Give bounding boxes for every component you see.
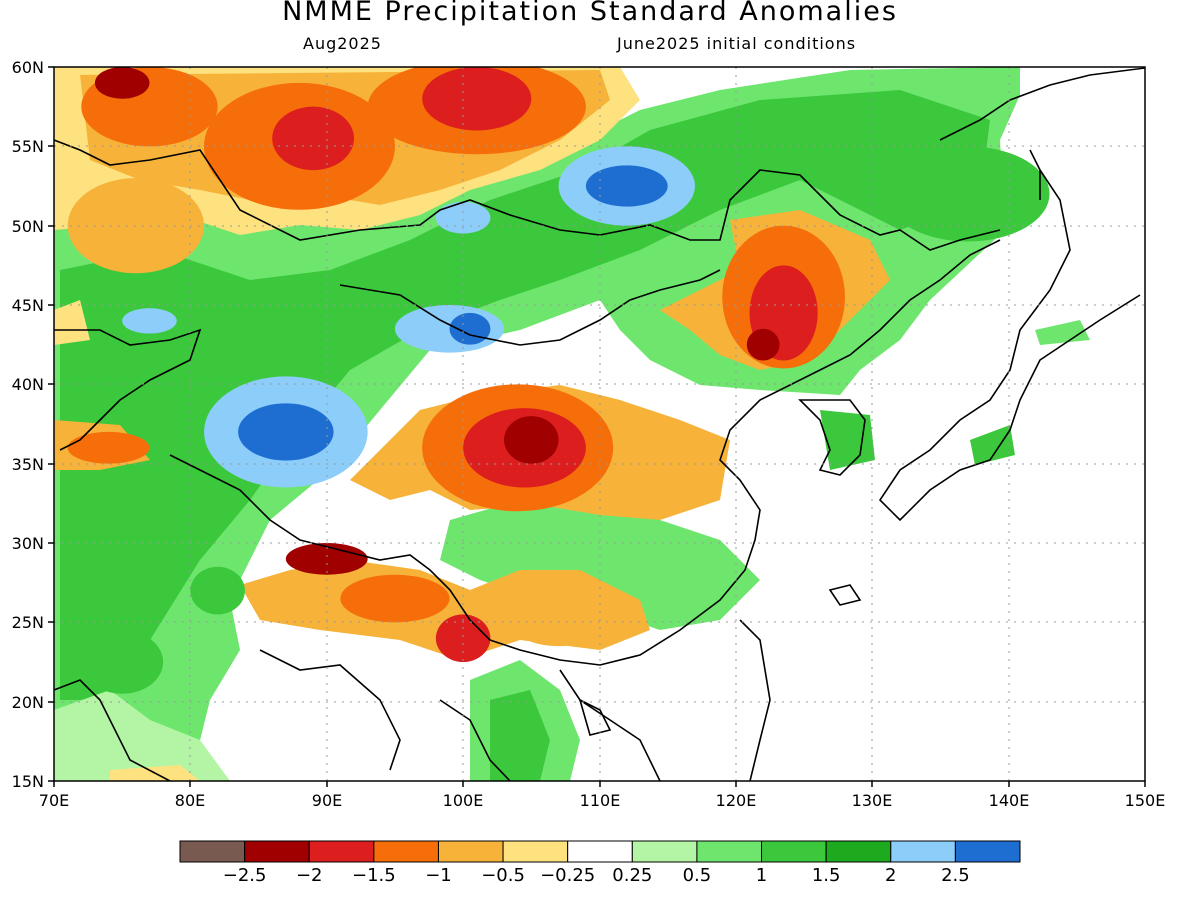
anomaly-region xyxy=(285,543,368,575)
lat-label: 50N xyxy=(12,217,44,236)
anomaly-region xyxy=(422,67,532,131)
axis-ticks xyxy=(48,66,1146,787)
colorbar-swatch xyxy=(631,840,698,863)
anomaly-region xyxy=(122,308,177,334)
anomaly-region xyxy=(504,582,614,647)
anomaly-region xyxy=(190,566,245,615)
map-title: NMME Precipitation Standard Anomalies xyxy=(282,0,898,27)
lat-label: 25N xyxy=(12,613,44,632)
colorbar-swatch xyxy=(825,840,892,863)
lat-label: 35N xyxy=(12,455,44,474)
colorbar-label: −0.5 xyxy=(481,865,525,886)
lon-label: 70E xyxy=(39,791,69,810)
colorbar-swatch xyxy=(954,840,1021,863)
colorbar-swatch xyxy=(308,840,375,863)
colorbar-label: 0.25 xyxy=(612,865,652,886)
anomaly-region xyxy=(435,201,491,234)
anomaly-region xyxy=(238,403,334,461)
lon-label: 150E xyxy=(1125,791,1166,810)
colorbar-label: 2 xyxy=(885,865,896,886)
colorbar-labels: −2.5 −2 −1.5 −1 −0.5 −0.25 0.25 0.5 1 1.5 2 2.5 xyxy=(223,865,970,886)
lon-label: 140E xyxy=(989,791,1030,810)
anomaly-region xyxy=(585,165,668,207)
anomaly-region xyxy=(81,630,164,694)
anomaly-region xyxy=(504,416,559,464)
lat-label: 55N xyxy=(12,137,44,156)
anomaly-region xyxy=(340,574,450,623)
anomaly-region xyxy=(746,328,780,361)
initial-conditions-label: June2025 initial conditions xyxy=(617,34,857,53)
colorbar-label: −1 xyxy=(425,865,452,886)
colorbar-swatch xyxy=(244,840,310,863)
lat-labels: 60N 55N 50N 45N 40N 35N 30N 25N 20N 15N xyxy=(12,58,44,791)
colorbar-swatch xyxy=(437,840,504,863)
grid-lines xyxy=(54,67,1145,781)
lat-label: 30N xyxy=(12,534,44,553)
anomaly-region xyxy=(67,431,150,464)
colorbar xyxy=(179,840,1021,863)
lon-label: 100E xyxy=(443,791,484,810)
lat-label: 40N xyxy=(12,375,44,394)
colorbar-swatch xyxy=(890,840,956,863)
colorbar-swatch xyxy=(761,840,827,863)
lon-label: 90E xyxy=(312,791,342,810)
lat-label: 60N xyxy=(12,58,44,77)
lon-label: 80E xyxy=(175,791,205,810)
colorbar-label: −1.5 xyxy=(352,865,396,886)
anomaly-region xyxy=(272,106,355,171)
colorbar-swatch xyxy=(373,840,439,863)
colorbar-label: 2.5 xyxy=(941,865,970,886)
colorbar-swatch xyxy=(179,840,246,863)
colorbar-label: −0.25 xyxy=(540,865,595,886)
colorbar-label: −2.5 xyxy=(223,865,267,886)
colorbar-label: 1.5 xyxy=(812,865,841,886)
lat-label: 15N xyxy=(12,772,44,791)
anomaly-region xyxy=(885,146,1050,242)
lon-label: 130E xyxy=(852,791,893,810)
colorbar-label: −2 xyxy=(296,865,323,886)
colorbar-label: 1 xyxy=(756,865,767,886)
lon-labels: 70E 80E 90E 100E 110E 120E 130E 140E 150… xyxy=(39,791,1166,810)
anomaly-regions xyxy=(67,67,1050,694)
lon-label: 110E xyxy=(580,791,621,810)
target-month-label: Aug2025 xyxy=(303,34,382,53)
anomaly-region xyxy=(449,312,491,345)
colorbar-swatch xyxy=(567,840,633,863)
anomaly-region xyxy=(94,67,150,99)
colorbar-label: 0.5 xyxy=(683,865,712,886)
lat-label: 45N xyxy=(12,296,44,315)
colorbar-swatch xyxy=(502,840,569,863)
lon-label: 120E xyxy=(716,791,757,810)
lat-label: 20N xyxy=(12,693,44,712)
colorbar-swatch xyxy=(696,840,763,863)
